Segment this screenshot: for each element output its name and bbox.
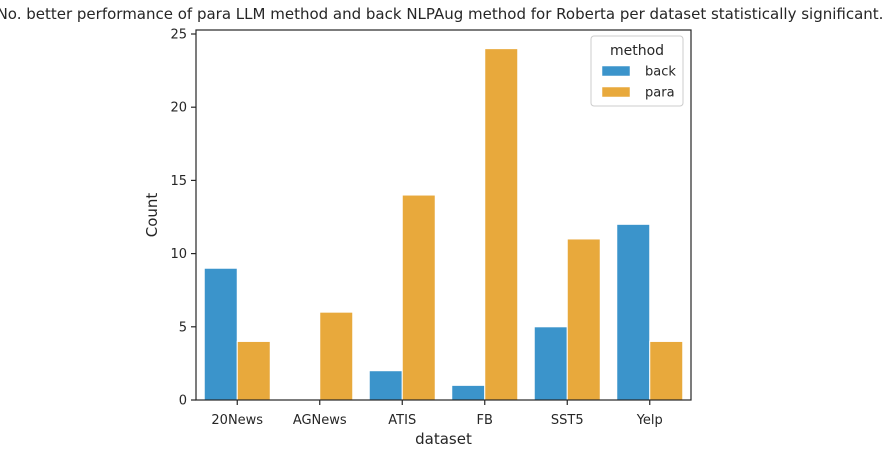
x-axis: 20News AGNews ATIS FB SST5 Yelp xyxy=(211,400,663,428)
bar-para-FB xyxy=(484,48,519,401)
bar-back-Yelp xyxy=(616,223,651,401)
y-axis-label: Count xyxy=(143,193,161,238)
y-tick-label-20: 20 xyxy=(170,101,187,116)
legend: method back para xyxy=(590,35,684,107)
legend-label-para: para xyxy=(645,86,675,101)
legend-swatch-para xyxy=(601,86,631,98)
bar-para-AGNews xyxy=(319,311,354,401)
legend-title: method xyxy=(610,43,664,59)
y-axis: 0 5 10 15 20 25 xyxy=(170,28,196,409)
y-tick-label-25: 25 xyxy=(170,28,187,43)
y-tick-label-0: 0 xyxy=(179,394,187,409)
bar-para-20News xyxy=(236,340,271,401)
x-tick-label-AGNews: AGNews xyxy=(293,413,347,428)
legend-swatch-back xyxy=(601,65,631,77)
chart-title: No. better performance of para LLM metho… xyxy=(0,5,883,23)
bars-layer xyxy=(203,48,684,401)
legend-items: back para xyxy=(601,65,676,101)
bar-back-ATIS xyxy=(368,370,403,401)
bar-para-ATIS xyxy=(401,194,436,401)
plot-frame xyxy=(195,29,692,401)
bar-para-Yelp xyxy=(649,340,684,401)
x-tick-label-FB: FB xyxy=(477,413,493,428)
bar-para-SST5 xyxy=(566,238,601,401)
bar-back-SST5 xyxy=(533,326,568,401)
legend-label-back: back xyxy=(645,65,676,80)
x-tick-label-SST5: SST5 xyxy=(551,413,584,428)
x-tick-label-20News: 20News xyxy=(211,413,263,428)
y-tick-label-5: 5 xyxy=(179,320,187,335)
bar-back-FB xyxy=(451,384,486,401)
y-tick-label-10: 10 xyxy=(170,247,187,262)
x-tick-label-ATIS: ATIS xyxy=(388,413,416,428)
x-axis-label: dataset xyxy=(415,430,472,448)
y-tick-label-15: 15 xyxy=(170,174,187,189)
bar-back-20News xyxy=(203,267,238,401)
x-tick-label-Yelp: Yelp xyxy=(636,413,663,428)
